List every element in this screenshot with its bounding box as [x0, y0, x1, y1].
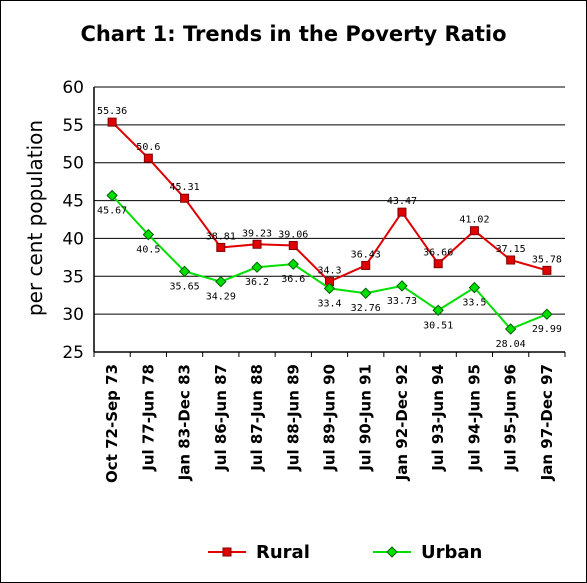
rural-point [397, 207, 407, 217]
x-tick-label: Jul 87-Jun 88 [248, 364, 266, 472]
urban-point [432, 304, 444, 316]
data-label: 36.2 [245, 277, 269, 288]
rural-point [216, 242, 226, 252]
data-label: 36.43 [351, 249, 381, 260]
x-tick-label: Jan 97-Dec 97 [538, 364, 556, 481]
axes [93, 87, 566, 357]
x-tick-label: Oct 72-Sep 73 [103, 364, 121, 483]
y-tick-label: 35 [62, 267, 84, 287]
urban-point [178, 265, 191, 278]
legend-label-rural: Rural [256, 542, 310, 563]
data-label: 36.6 [281, 274, 305, 285]
data-label: 45.31 [170, 182, 200, 193]
urban-point [323, 282, 336, 295]
rural-point [288, 241, 298, 251]
data-label: 34.3 [317, 266, 341, 277]
x-tick-label: Jan 83-Dec 83 [176, 364, 194, 481]
y-tick-label: 25 [62, 343, 84, 363]
gridlines [94, 86, 565, 353]
x-tick-label: Jul 86-Jun 87 [212, 364, 230, 472]
data-label: 36.66 [423, 248, 453, 259]
legend: Rural Urban [208, 542, 482, 563]
rural-point [506, 255, 516, 265]
rural-point [143, 153, 153, 163]
y-tick-label: 50 [62, 154, 84, 174]
rural-point [361, 260, 371, 270]
y-tick-labels: 25 30 35 40 45 50 55 60 [62, 78, 84, 363]
y-tick-label: 30 [62, 305, 84, 325]
urban-point [287, 258, 299, 270]
x-tick-label: Jul 94-Jun 95 [465, 364, 483, 472]
urban-point [215, 275, 227, 288]
rural-point [433, 259, 443, 269]
x-tick-label: Jul 88-Jun 89 [284, 364, 302, 472]
data-label: 33.4 [317, 298, 341, 309]
data-label: 33.5 [462, 298, 486, 309]
data-label: 45.67 [97, 205, 127, 216]
series-line-rural [111, 121, 548, 283]
data-label: 32.76 [351, 303, 381, 314]
urban-point [396, 280, 408, 292]
rural-point [542, 265, 552, 275]
urban-point [360, 287, 372, 299]
data-label: 40.5 [136, 245, 160, 256]
data-label: 34.29 [206, 292, 236, 303]
x-tick-label: Jul 93-Jun 94 [429, 364, 447, 472]
data-label: 30.51 [423, 320, 453, 331]
urban-point [468, 281, 481, 294]
rural-point [180, 193, 190, 203]
data-label: 35.78 [532, 254, 562, 265]
data-label: 28.04 [496, 339, 526, 350]
y-tick-label: 60 [62, 78, 84, 98]
data-label: 50.6 [136, 142, 160, 153]
y-tick-label: 55 [62, 116, 84, 136]
urban-point [541, 308, 553, 320]
x-tick-labels: Oct 72-Sep 73 Jul 77-Jun 78 Jan 83-Dec 83 J… [103, 364, 556, 483]
data-label: 38.81 [206, 231, 236, 242]
urban-point [504, 323, 517, 335]
legend-marker-rural [222, 547, 232, 557]
x-tick-label: Jan 92-Dec 92 [393, 364, 411, 481]
urban-point [142, 228, 155, 241]
rural-point [469, 226, 479, 236]
data-label: 39.06 [278, 230, 308, 241]
data-label: 37.15 [496, 244, 526, 255]
x-tick-label: Jul 77-Jun 78 [139, 364, 157, 472]
data-label: 29.99 [532, 324, 562, 335]
urban-point [106, 189, 118, 202]
x-tick-label: Jul 95-Jun 96 [502, 364, 520, 472]
legend-label-urban: Urban [421, 542, 482, 563]
x-tick-label: Jul 89-Jun 90 [321, 364, 339, 472]
data-label: 33.73 [387, 296, 417, 307]
data-label: 43.47 [387, 196, 417, 207]
data-label: 41.02 [459, 215, 489, 226]
legend-marker-urban [386, 546, 398, 558]
rural-point [252, 239, 262, 249]
data-label: 39.23 [242, 228, 272, 239]
y-tick-label: 40 [62, 229, 84, 249]
rural-point [107, 117, 117, 127]
series-group [106, 117, 553, 335]
y-tick-label: 45 [62, 192, 84, 212]
data-label: 55.36 [97, 106, 127, 117]
chart-title: Chart 1: Trends in the Poverty Ratio [80, 22, 507, 46]
y-axis-label: per cent population [23, 120, 47, 316]
data-labels: 55.36 50.6 45.31 38.81 39.23 39.06 34.3 36.43 43… [97, 106, 562, 350]
data-label: 35.65 [170, 281, 200, 292]
x-tick-label: Jul 90-Jun 91 [357, 364, 375, 472]
urban-point [251, 261, 263, 273]
